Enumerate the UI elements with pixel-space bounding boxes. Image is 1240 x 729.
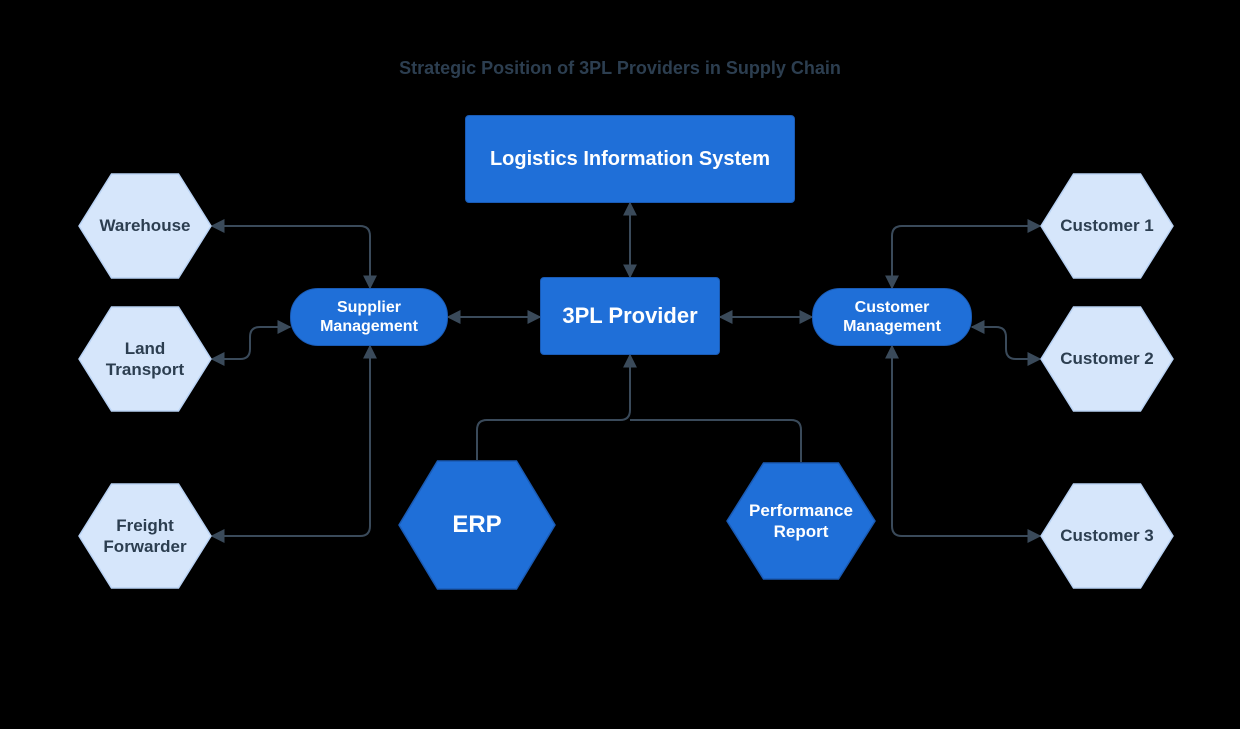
node-label: Land Transport <box>78 306 212 412</box>
node-label: Customer 2 <box>1040 306 1174 412</box>
node-logistics-information-system: Logistics Information System <box>465 115 795 203</box>
node-performance-report: Performance Report <box>726 462 876 580</box>
node-erp: ERP <box>398 460 556 590</box>
node-label: Customer Management <box>823 298 961 336</box>
node-warehouse: Warehouse <box>78 173 212 279</box>
node-label: Customer 1 <box>1040 173 1174 279</box>
node-customer-2: Customer 2 <box>1040 306 1174 412</box>
node-label: ERP <box>398 460 556 590</box>
node-freight-forwarder: Freight Forwarder <box>78 483 212 589</box>
node-supplier-management: Supplier Management <box>290 288 448 346</box>
node-customer-3: Customer 3 <box>1040 483 1174 589</box>
node-label: Warehouse <box>78 173 212 279</box>
node-label: Logistics Information System <box>490 147 770 171</box>
diagram-title: Strategic Position of 3PL Providers in S… <box>0 58 1240 79</box>
node-land-transport: Land Transport <box>78 306 212 412</box>
node-3pl-provider: 3PL Provider <box>540 277 720 355</box>
node-customer-1: Customer 1 <box>1040 173 1174 279</box>
node-label: Supplier Management <box>301 298 437 336</box>
node-customer-management: Customer Management <box>812 288 972 346</box>
node-label: 3PL Provider <box>562 303 697 329</box>
node-label: Freight Forwarder <box>78 483 212 589</box>
node-label: Performance Report <box>726 462 876 580</box>
node-label: Customer 3 <box>1040 483 1174 589</box>
